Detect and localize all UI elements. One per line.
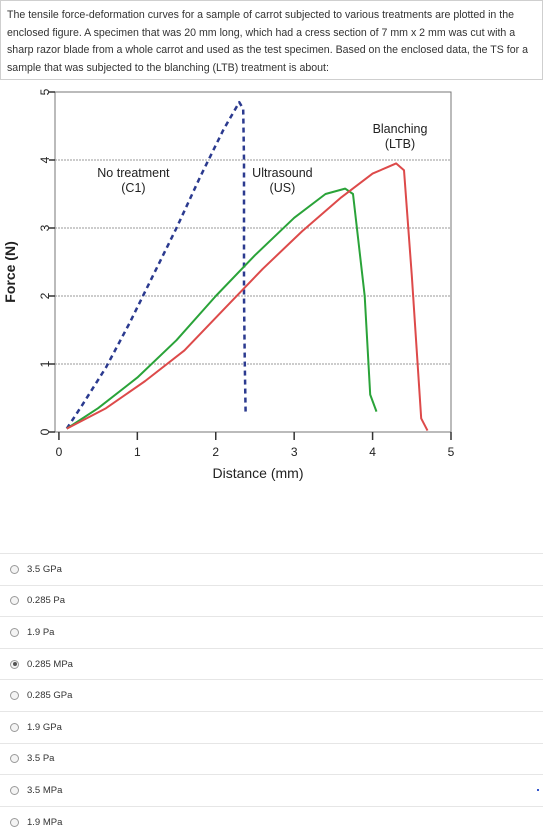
series-line-0 xyxy=(65,100,247,430)
radio-button[interactable] xyxy=(10,691,19,701)
option-row[interactable]: 0.285 Pa xyxy=(0,584,543,617)
x-tick-label: 4 xyxy=(369,445,376,459)
option-row[interactable]: 1.9 GPa xyxy=(0,710,543,743)
option-label: 0.285 GPa xyxy=(27,690,73,702)
radio-button[interactable] xyxy=(10,564,19,574)
option-label: 3.5 MPa xyxy=(27,784,63,796)
x-axis-label: Distance (mm) xyxy=(212,465,303,481)
force-deformation-chart: 0 1 2 3 4 5 0 1 2 3 4 5 Distance (mm) Force (N) No tre… xyxy=(2,88,455,481)
question-text: The tensile force-deformation curves for… xyxy=(0,0,543,80)
option-label: 1.9 GPa xyxy=(27,721,62,733)
x-tick-label: 3 xyxy=(291,445,298,459)
series-label-2: Blanching xyxy=(373,122,428,136)
y-tick-label: 3 xyxy=(38,224,52,231)
y-axis-label: Force (N) xyxy=(2,241,18,302)
series-label-0: (C1) xyxy=(121,181,145,195)
option-label: 0.285 MPa xyxy=(27,658,73,670)
y-tick-label: 1 xyxy=(38,360,52,367)
option-row[interactable]: 1.9 Pa xyxy=(0,616,543,648)
option-label: 0.285 Pa xyxy=(27,595,66,607)
answer-options: 3.5 GPa 0.285 Pa 1.9 Pa 0.285 MPa 0.285 … xyxy=(0,553,543,837)
radio-button[interactable] xyxy=(10,754,19,764)
x-tick-label: 0 xyxy=(56,445,63,459)
radio-button[interactable] xyxy=(10,817,19,827)
radio-button[interactable] xyxy=(10,596,19,606)
x-tick-label: 2 xyxy=(212,445,219,459)
y-tick-label: 0 xyxy=(38,428,52,435)
series-label-1: Ultrasound xyxy=(252,166,312,180)
option-row[interactable]: 3.5 MPa xyxy=(0,774,543,806)
option-label: 1.9 Pa xyxy=(27,626,55,638)
option-label: 3.5 GPa xyxy=(27,563,62,575)
series-label-1: (US) xyxy=(270,181,296,195)
option-row[interactable]: 0.285 GPa xyxy=(0,679,543,711)
series-label-0: No treatment xyxy=(97,166,170,180)
radio-button[interactable] xyxy=(10,659,19,669)
series-line-1 xyxy=(66,187,378,430)
series-line-2 xyxy=(66,162,429,432)
option-label: 1.9 MPa xyxy=(27,816,63,828)
option-row[interactable]: 3.5 Pa xyxy=(0,742,543,775)
series-label-2: (LTB) xyxy=(385,137,415,151)
option-label: 3.5 Pa xyxy=(27,753,55,765)
y-tick-label: 5 xyxy=(38,88,52,95)
radio-button[interactable] xyxy=(10,627,19,637)
option-row[interactable]: 1.9 MPa xyxy=(0,805,543,837)
option-row[interactable]: 3.5 GPa xyxy=(0,553,543,585)
plot-frame xyxy=(54,91,452,433)
stray-dot xyxy=(537,789,539,791)
radio-button[interactable] xyxy=(10,722,19,732)
y-tick-label: 2 xyxy=(38,292,52,299)
option-row[interactable]: 0.285 MPa xyxy=(0,647,543,680)
radio-button[interactable] xyxy=(10,785,19,795)
y-tick-label: 4 xyxy=(38,156,52,163)
x-tick-label: 5 xyxy=(448,445,455,459)
x-tick-label: 1 xyxy=(134,445,141,459)
